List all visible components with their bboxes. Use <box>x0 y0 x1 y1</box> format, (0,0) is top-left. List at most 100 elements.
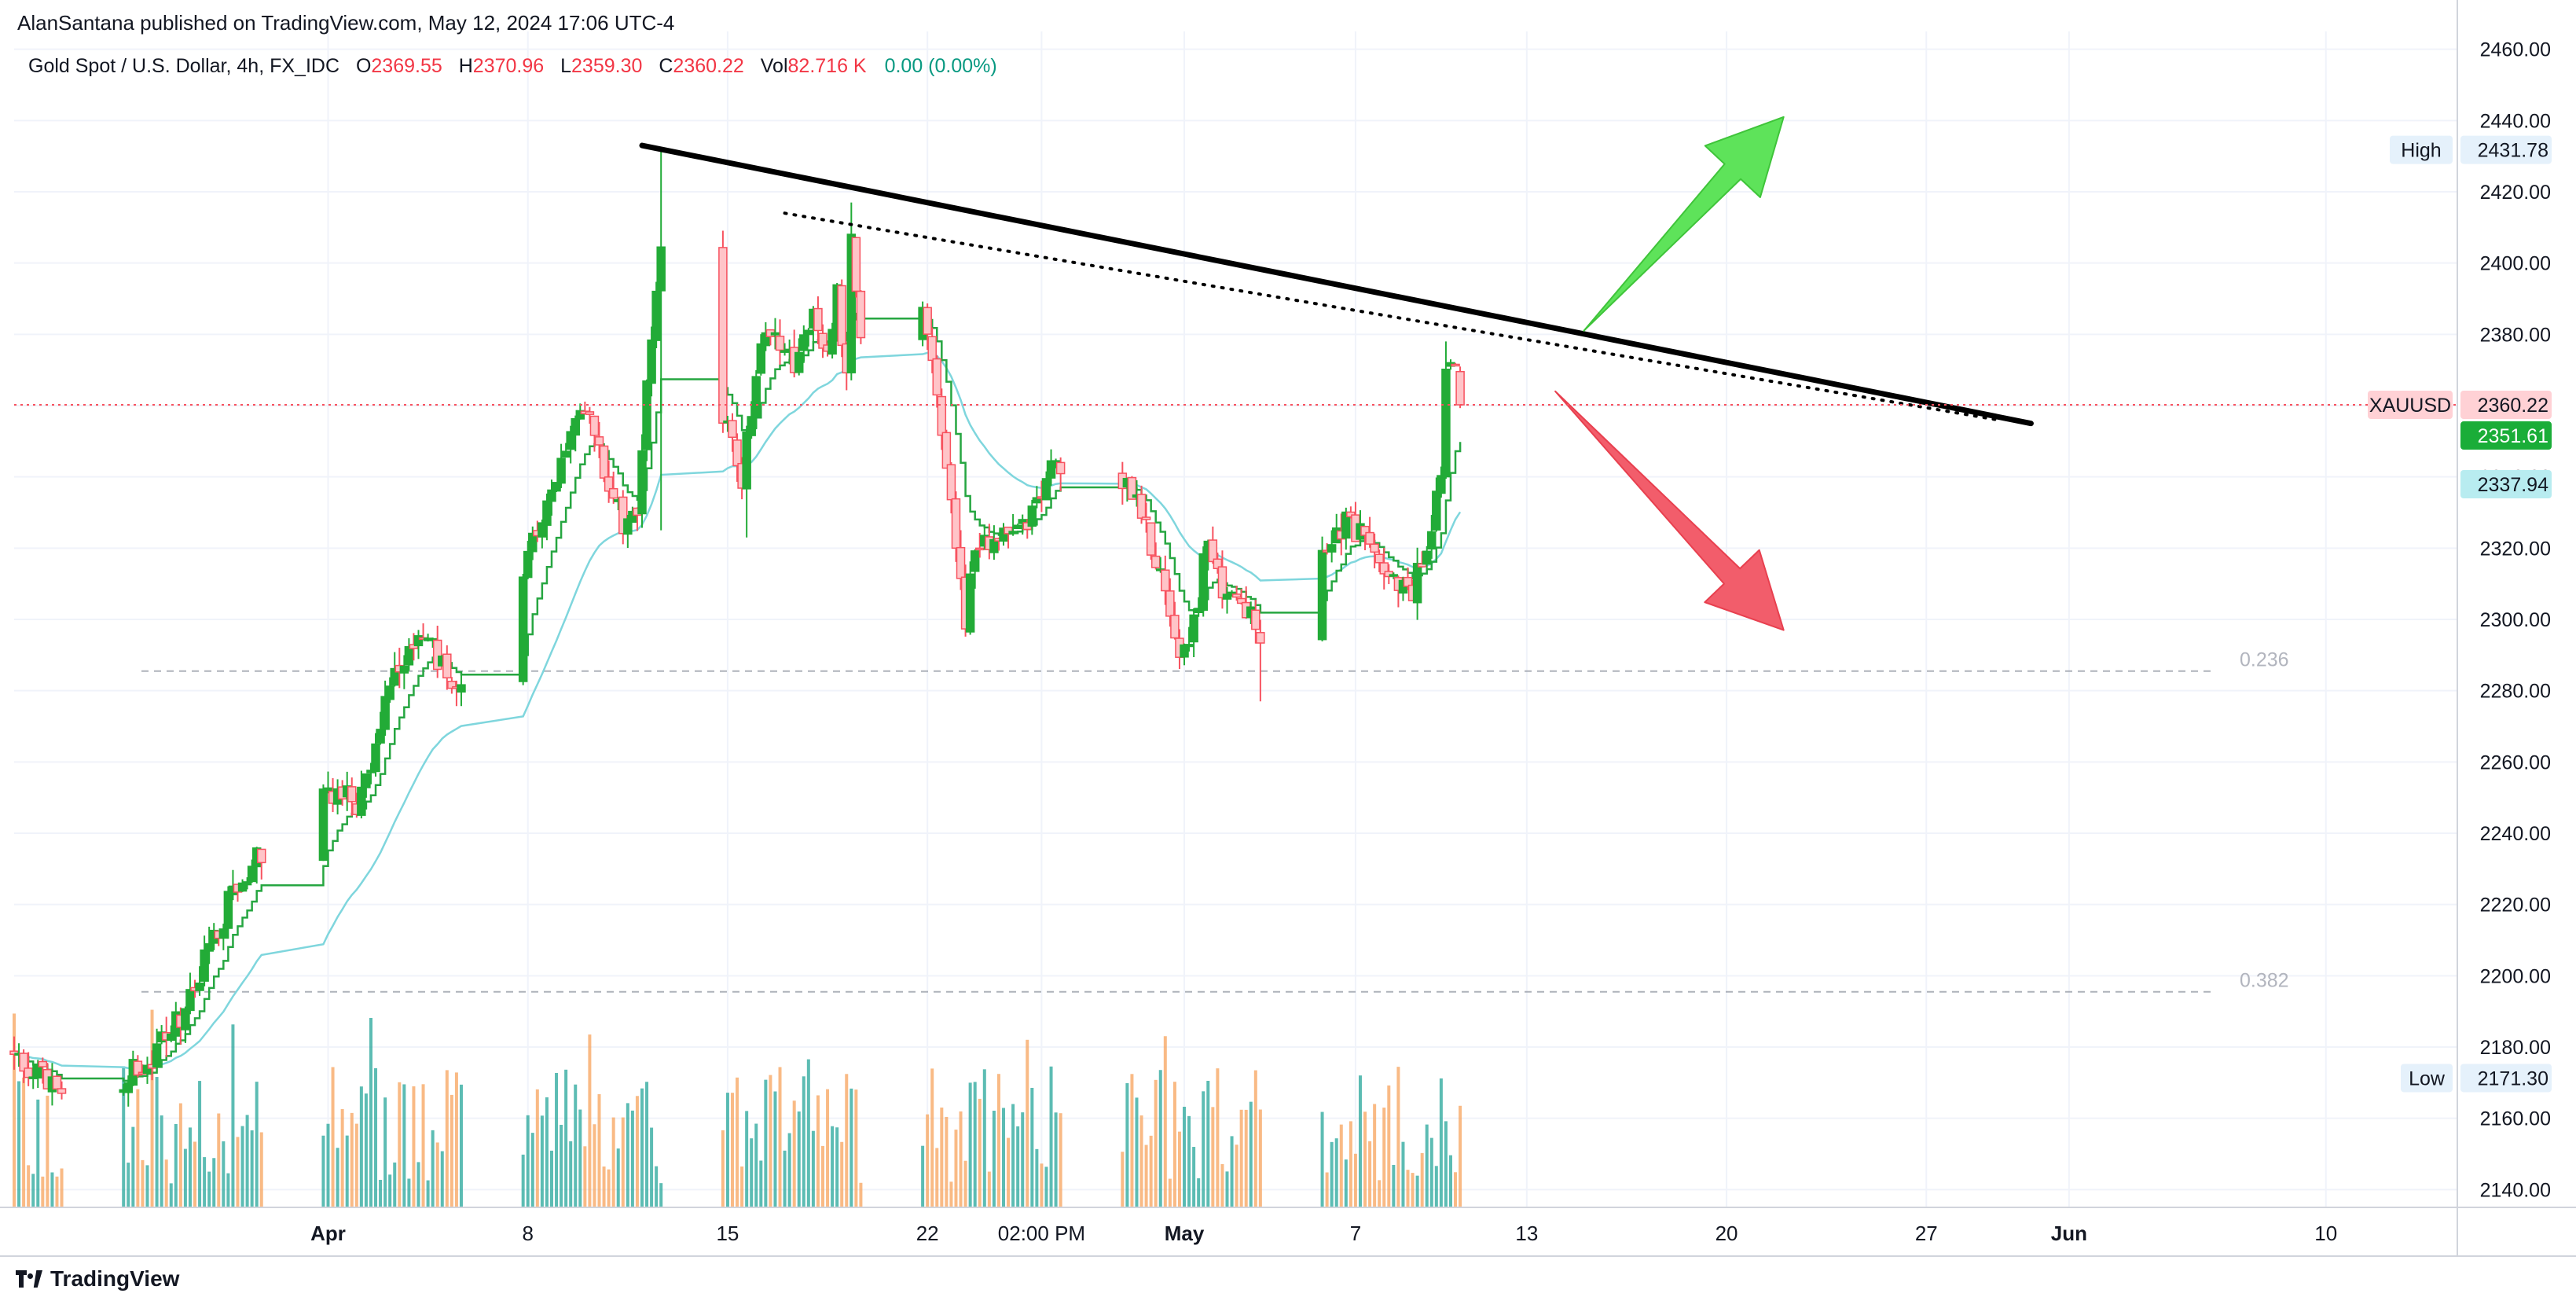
tradingview-brand[interactable]: TradingView <box>16 1266 179 1291</box>
candle[interactable] <box>970 549 980 589</box>
candle[interactable] <box>1422 546 1432 571</box>
candle[interactable] <box>623 514 633 549</box>
candle[interactable] <box>1236 588 1246 604</box>
down-arrow-icon[interactable] <box>1554 390 1785 631</box>
candle[interactable] <box>1141 502 1151 533</box>
candle[interactable] <box>1046 449 1056 486</box>
candle[interactable] <box>399 655 409 689</box>
price-tick-label[interactable]: 2440.00 <box>2480 110 2551 132</box>
symbol-legend[interactable]: Gold Spot / U.S. Dollar, 4h, FX_IDC O236… <box>28 55 997 78</box>
candle[interactable] <box>589 415 600 452</box>
price-tick-label[interactable]: 2380.00 <box>2480 324 2551 346</box>
candle[interactable] <box>974 533 985 558</box>
candle[interactable] <box>1136 485 1147 524</box>
time-tick-label[interactable]: 10 <box>2314 1222 2337 1245</box>
dotted-trendline[interactable] <box>783 211 2000 422</box>
candle[interactable] <box>1008 513 1018 536</box>
candle[interactable] <box>566 425 575 464</box>
candle[interactable] <box>166 1025 176 1042</box>
candle[interactable] <box>946 462 956 514</box>
time-tick-label[interactable]: 22 <box>916 1222 939 1245</box>
candle[interactable] <box>376 711 385 745</box>
up-arrow-icon[interactable] <box>1583 116 1785 332</box>
time-tick-label[interactable]: Apr <box>310 1222 346 1245</box>
candle[interactable] <box>599 445 609 483</box>
candle[interactable] <box>1370 533 1379 569</box>
candle[interactable] <box>38 1057 48 1084</box>
candle[interactable] <box>804 328 813 347</box>
candle[interactable] <box>542 493 552 541</box>
price-tick-label[interactable]: 2180.00 <box>2480 1037 2551 1059</box>
candle[interactable] <box>1374 549 1384 572</box>
candle[interactable] <box>457 674 466 707</box>
candle[interactable] <box>195 966 204 996</box>
candle[interactable] <box>799 325 809 363</box>
candle[interactable] <box>956 530 966 590</box>
candle[interactable] <box>989 525 999 560</box>
candle[interactable] <box>999 523 1008 546</box>
candle[interactable] <box>1432 477 1441 532</box>
candle[interactable] <box>1013 524 1022 530</box>
candle[interactable] <box>24 1052 33 1086</box>
candle[interactable] <box>390 652 399 687</box>
candle[interactable] <box>518 574 528 685</box>
candle[interactable] <box>761 321 771 351</box>
candle[interactable] <box>1427 515 1437 559</box>
candle[interactable] <box>1403 567 1413 590</box>
time-tick-label[interactable]: 15 <box>716 1222 739 1245</box>
candle[interactable] <box>528 526 538 560</box>
candle[interactable] <box>185 972 195 1015</box>
candle[interactable] <box>628 506 637 524</box>
candle[interactable] <box>642 379 651 461</box>
price-tick-label[interactable]: 2280.00 <box>2480 681 2551 703</box>
price-tick-label[interactable]: 2300.00 <box>2480 609 2551 631</box>
candle[interactable] <box>181 1006 190 1043</box>
candle[interactable] <box>432 625 442 678</box>
candle[interactable] <box>1027 499 1037 535</box>
candle[interactable] <box>818 324 827 358</box>
price-tick-label[interactable]: 2160.00 <box>2480 1108 2551 1130</box>
price-tick-label[interactable]: 2460.00 <box>2480 39 2551 61</box>
price-tick-label[interactable]: 2140.00 <box>2480 1179 2551 1201</box>
candle[interactable] <box>1208 526 1218 564</box>
candle[interactable] <box>323 771 333 794</box>
candle[interactable] <box>357 770 366 819</box>
candle[interactable] <box>1231 586 1242 601</box>
candle[interactable] <box>257 848 266 880</box>
candle[interactable] <box>656 149 666 531</box>
time-tick-label[interactable]: 20 <box>1715 1222 1738 1245</box>
candle[interactable] <box>604 460 614 503</box>
candle[interactable] <box>851 237 861 298</box>
candle[interactable] <box>19 1049 28 1083</box>
candle[interactable] <box>775 319 785 365</box>
candle[interactable] <box>442 645 452 690</box>
candle[interactable] <box>1213 552 1223 574</box>
candle[interactable] <box>813 296 823 344</box>
symbol-description[interactable]: Gold Spot / U.S. Dollar, 4h, FX_IDC <box>28 55 339 77</box>
candle[interactable] <box>361 773 371 798</box>
candle[interactable] <box>1032 486 1042 509</box>
candle[interactable] <box>594 421 604 458</box>
candle[interactable] <box>742 425 751 538</box>
candle[interactable] <box>1317 536 1327 641</box>
candle[interactable] <box>547 479 556 516</box>
candle[interactable] <box>637 434 647 528</box>
candle[interactable] <box>1365 516 1374 548</box>
time-tick-label[interactable]: 27 <box>1915 1222 1938 1245</box>
candle[interactable] <box>927 327 937 373</box>
candle[interactable] <box>1389 572 1399 579</box>
candle[interactable] <box>556 443 566 488</box>
candle[interactable] <box>142 1056 152 1084</box>
candle[interactable] <box>427 637 438 648</box>
time-tick-label[interactable]: May <box>1165 1222 1205 1245</box>
candle[interactable] <box>33 1060 43 1089</box>
drawings[interactable] <box>14 116 2457 631</box>
candle[interactable] <box>1170 601 1180 640</box>
candle[interactable] <box>827 322 837 359</box>
candle[interactable] <box>552 482 561 492</box>
candle[interactable] <box>9 1036 19 1070</box>
candle[interactable] <box>941 429 952 469</box>
candle[interactable] <box>200 935 209 987</box>
candle[interactable] <box>1217 550 1227 609</box>
